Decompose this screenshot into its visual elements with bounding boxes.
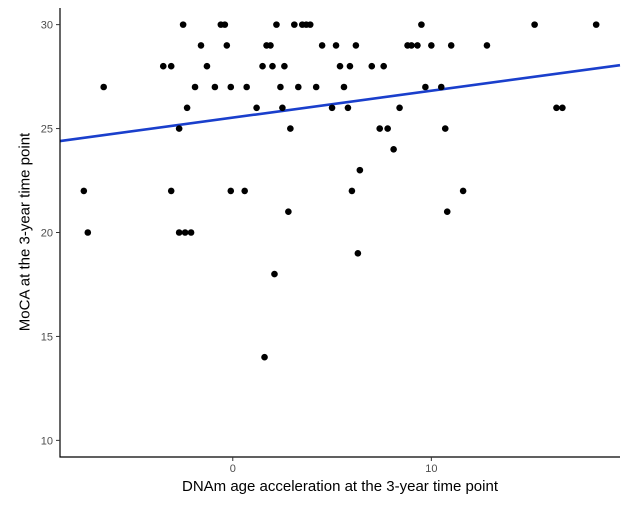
data-point (328, 104, 336, 112)
data-point (318, 42, 326, 49)
data-point (277, 83, 284, 91)
data-point (211, 83, 219, 91)
data-point (441, 125, 449, 132)
data-point (291, 21, 298, 28)
data-point (279, 104, 286, 112)
data-point (312, 83, 320, 91)
data-point (269, 62, 276, 70)
data-point (376, 125, 384, 132)
data-point (344, 104, 352, 112)
data-point (167, 62, 175, 70)
data-point (559, 104, 566, 112)
x-axis-title: DNAm age acceleration at the 3-year time… (182, 478, 498, 495)
data-point (243, 83, 250, 91)
data-point (354, 249, 362, 257)
data-point (336, 62, 344, 70)
data-point (259, 62, 266, 70)
data-point (197, 42, 205, 49)
data-point (531, 21, 538, 28)
data-point (414, 42, 421, 49)
data-point (167, 187, 175, 195)
data-point (553, 104, 560, 112)
data-point (422, 83, 429, 91)
data-point (380, 62, 387, 70)
y-tick-label: 10 (41, 435, 53, 447)
data-point (241, 187, 248, 195)
data-point (408, 42, 415, 49)
data-point (332, 42, 340, 49)
data-point (175, 125, 183, 132)
data-point (261, 353, 268, 361)
x-tick-label: 0 (230, 463, 236, 475)
data-point (396, 104, 403, 112)
data-point (223, 42, 231, 49)
data-point (187, 229, 195, 236)
data-point (203, 62, 211, 70)
data-point (368, 62, 376, 70)
y-tick-label: 30 (41, 20, 53, 32)
data-point (418, 21, 425, 28)
data-point (227, 83, 235, 91)
data-point (181, 229, 189, 236)
data-point (447, 42, 455, 49)
y-tick-label: 25 (41, 124, 53, 136)
trend-line (59, 63, 621, 143)
data-point (352, 42, 360, 49)
data-point (221, 21, 229, 28)
y-axis-title: MoCA at the 3-year time point (16, 132, 34, 332)
data-point (253, 104, 260, 112)
data-point (348, 187, 356, 195)
data-point (340, 83, 348, 91)
y-tick-label: 15 (41, 331, 53, 343)
data-point (346, 62, 354, 70)
data-point (437, 83, 445, 91)
data-point (592, 21, 600, 28)
x-tick-label: 10 (425, 463, 437, 475)
data-point (390, 146, 397, 153)
data-point (267, 42, 274, 49)
data-point (183, 104, 191, 112)
data-point (356, 166, 364, 174)
data-point (483, 42, 491, 49)
data-point (159, 62, 167, 70)
data-point (459, 187, 467, 195)
data-point (443, 208, 451, 216)
data-point (428, 42, 435, 49)
trend-line-layer (59, 63, 621, 143)
y-tick-label: 20 (41, 228, 53, 240)
data-point (191, 83, 199, 91)
data-point (175, 229, 183, 236)
data-point (273, 21, 280, 28)
data-point (179, 21, 187, 28)
data-point (384, 125, 391, 132)
data-point (306, 21, 314, 28)
data-point (100, 83, 107, 91)
data-point (287, 125, 294, 132)
points-layer (80, 21, 600, 361)
data-point (80, 187, 88, 195)
data-point (281, 62, 288, 70)
axes-layer: 10 15 20 25 30 0 10 (41, 8, 620, 475)
data-point (271, 270, 278, 278)
data-point (227, 187, 235, 195)
data-point (285, 208, 292, 216)
data-point (294, 83, 302, 91)
data-point (84, 229, 92, 236)
